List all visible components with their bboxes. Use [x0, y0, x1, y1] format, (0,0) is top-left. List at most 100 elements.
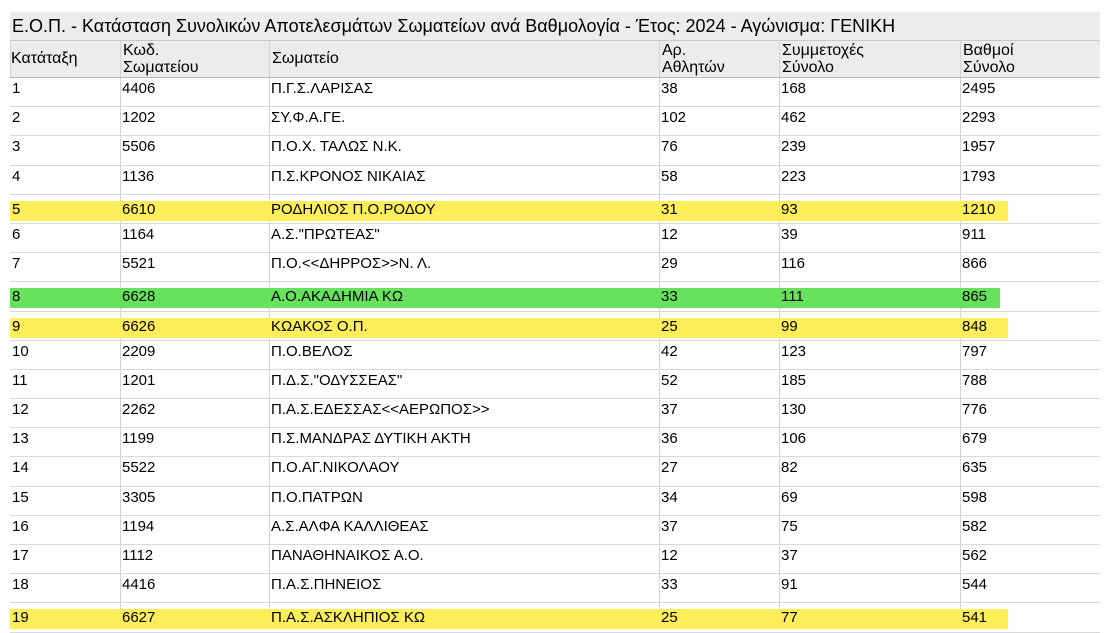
table-row[interactable]: 12 2262 Π.Α.Σ.ΕΔΕΣΣΑΣ<<ΑΕΡΩΠΟΣ>> 37 130 776 — [10, 399, 1100, 429]
points-total-cell: 544 — [962, 576, 988, 594]
rank-cell: 8 — [10, 288, 120, 309]
table-row[interactable]: 17 1112 ΠΑΝΑΘΗΝΑΙΚΟΣ Α.Ο. 12 37 562 — [10, 545, 1100, 575]
club-name-cell: Π.Γ.Σ.ΛΑΡΙΣΑΣ — [271, 80, 373, 97]
rank-cell: 11 — [12, 371, 28, 389]
club-code-cell: 1201 — [122, 371, 156, 389]
athletes-count-cell: 34 — [661, 488, 678, 506]
club-code-cell: 6628 — [120, 288, 269, 309]
table-row[interactable]: 14 5522 Π.Ο.ΑΓ.ΝΙΚΟΛΑΟΥ 27 82 635 — [10, 457, 1100, 487]
athletes-count-cell: 33 — [659, 288, 779, 309]
club-code-cell: 4406 — [122, 80, 156, 97]
table-row[interactable]: 13 1199 Π.Σ.ΜΑΝΔΡΑΣ ΔΥΤΙΚΗ ΑΚΤΗ 36 106 679 — [10, 428, 1100, 458]
column-divider — [779, 78, 780, 628]
column-header-sublabel: Αθλητών — [662, 59, 725, 76]
column-header-sublabel: Σωματείου — [123, 59, 199, 76]
club-name-cell: ΡΟΔΗΛΙΟΣ Π.Ο.ΡΟΔΟΥ — [269, 200, 659, 221]
points-total-cell: 2293 — [962, 109, 996, 127]
athletes-count-cell: 31 — [659, 200, 779, 221]
points-total-cell: 911 — [962, 225, 986, 243]
athletes-count-cell: 76 — [661, 138, 678, 156]
entries-total-cell: 93 — [779, 200, 960, 221]
club-name-cell: Π.Δ.Σ."ΟΔΥΣΣΕΑΣ" — [271, 371, 403, 389]
rank-cell: 9 — [10, 317, 120, 338]
club-code-cell: 2262 — [122, 401, 156, 419]
entries-total-cell: 69 — [781, 488, 798, 506]
table-row[interactable]: 9 6626 ΚΩΑΚΟΣ Ο.Π. 25 99 848 — [10, 312, 1100, 341]
table-row[interactable]: 19 6627 Π.Α.Σ.ΑΣΚΛΗΠΙΟΣ ΚΩ 25 77 541 — [10, 603, 1100, 633]
table-row[interactable]: 3 5506 Π.Ο.Χ. ΤΑΛΩΣ Ν.Κ. 76 239 1957 — [10, 136, 1100, 166]
entries-total-cell: 185 — [781, 371, 807, 389]
column-header-label: Αρ. — [662, 42, 687, 59]
column-header-label: Βαθμοί — [963, 42, 1014, 59]
club-name-cell: Π.Α.Σ.ΕΔΕΣΣΑΣ<<ΑΕΡΩΠΟΣ>> — [271, 401, 490, 419]
table-row[interactable]: 5 6610 ΡΟΔΗΛΙΟΣ Π.Ο.ΡΟΔΟΥ 31 93 1210 — [10, 195, 1100, 225]
rank-cell: 1 — [12, 80, 21, 97]
rank-cell: 4 — [12, 167, 21, 185]
entries-total-cell: 91 — [781, 576, 798, 594]
athletes-count-cell: 102 — [661, 109, 687, 127]
report-title: Ε.Ο.Π. - Κατάσταση Συνολικών Αποτελεσμάτ… — [10, 12, 1100, 40]
club-code-cell: 1136 — [122, 167, 155, 185]
club-code-cell: 6627 — [120, 609, 269, 630]
table-row[interactable]: 18 4416 Π.Α.Σ.ΠΗΝΕΙΟΣ 33 91 544 — [10, 574, 1100, 604]
column-header-code[interactable]: Κωδ. Σωματείου — [120, 41, 269, 77]
column-divider — [269, 78, 270, 628]
rank-cell: 10 — [12, 342, 29, 360]
club-name-cell: Π.Ο.<<ΔΗΡΡΟΣ>>Ν. Λ. — [271, 255, 432, 273]
entries-total-cell: 462 — [781, 109, 807, 127]
entries-total-cell: 239 — [781, 138, 807, 156]
rank-cell: 19 — [10, 609, 120, 630]
club-code-cell: 6610 — [120, 200, 269, 221]
column-header-entries[interactable]: Συμμετοχές Σύνολο — [779, 41, 960, 77]
table-row[interactable]: 1 4406 Π.Γ.Σ.ΛΑΡΙΣΑΣ 38 168 2495 — [10, 78, 1100, 108]
table-row[interactable]: 16 1194 Α.Σ.ΑΛΦΑ ΚΑΛΛΙΘΕΑΣ 37 75 582 — [10, 516, 1100, 546]
table-row[interactable]: 11 1201 Π.Δ.Σ."ΟΔΥΣΣΕΑΣ" 52 185 788 — [10, 370, 1100, 400]
column-header-rank[interactable]: Κατάταξη — [10, 41, 120, 77]
club-name-cell: ΚΩΑΚΟΣ Ο.Π. — [269, 317, 659, 338]
points-total-cell: 679 — [962, 430, 988, 448]
club-name-cell: Π.Α.Σ.ΠΗΝΕΙΟΣ — [271, 576, 382, 594]
athletes-count-cell: 58 — [661, 167, 678, 185]
athletes-count-cell: 33 — [661, 576, 678, 594]
club-code-cell: 1199 — [122, 430, 155, 448]
table-row[interactable]: 4 1136 Π.Σ.ΚΡΟΝΟΣ ΝΙΚΑΙΑΣ 58 223 1793 — [10, 166, 1100, 195]
column-divider — [659, 78, 660, 628]
rank-cell: 14 — [12, 459, 29, 477]
entries-total-cell: 223 — [781, 167, 807, 185]
points-total-cell: 1793 — [962, 167, 996, 185]
points-total-cell: 635 — [962, 459, 988, 477]
athletes-count-cell: 37 — [661, 401, 678, 419]
club-code-cell: 1112 — [122, 547, 154, 564]
club-name-cell: Α.Σ.ΑΛΦΑ ΚΑΛΛΙΘΕΑΣ — [271, 517, 429, 535]
table-row[interactable]: 10 2209 Π.Ο.ΒΕΛΟΣ 42 123 797 — [10, 341, 1100, 371]
points-total-cell: 848 — [960, 317, 1008, 338]
club-code-cell: 4416 — [122, 576, 156, 594]
table-row[interactable]: 15 3305 Π.Ο.ΠΑΤΡΩΝ 34 69 598 — [10, 487, 1100, 517]
column-header-points[interactable]: Βαθμοί Σύνολο — [960, 41, 1100, 77]
column-divider — [960, 78, 961, 628]
entries-total-cell: 77 — [779, 609, 960, 630]
entries-total-cell: 75 — [781, 517, 798, 535]
athletes-count-cell: 36 — [661, 430, 678, 448]
athletes-count-cell: 52 — [661, 371, 678, 389]
column-divider — [120, 78, 121, 628]
column-header-athletes[interactable]: Αρ. Αθλητών — [659, 41, 779, 77]
table-row[interactable]: 2 1202 ΣΥ.Φ.Α.ΓΕ. 102 462 2293 — [10, 107, 1100, 137]
club-code-cell: 1164 — [122, 225, 155, 243]
rank-cell: 15 — [12, 488, 29, 506]
club-name-cell: Π.Σ.ΚΡΟΝΟΣ ΝΙΚΑΙΑΣ — [271, 167, 426, 185]
rank-cell: 5 — [10, 200, 120, 221]
club-code-cell: 5522 — [122, 459, 156, 477]
club-name-cell: Π.Α.Σ.ΑΣΚΛΗΠΙΟΣ ΚΩ — [269, 609, 659, 630]
club-name-cell: ΣΥ.Φ.Α.ΓΕ. — [271, 109, 346, 127]
table-row[interactable]: 8 6628 Α.Ο.ΑΚΑΔΗΜΙΑ ΚΩ 33 111 865 — [10, 282, 1100, 312]
table-row[interactable]: 7 5521 Π.Ο.<<ΔΗΡΡΟΣ>>Ν. Λ. 29 116 866 — [10, 253, 1100, 283]
athletes-count-cell: 25 — [659, 317, 779, 338]
entries-total-cell: 116 — [781, 255, 805, 273]
entries-total-cell: 123 — [781, 342, 807, 360]
column-header-label: Κατάταξη — [11, 50, 78, 67]
table-row[interactable]: 6 1164 Α.Σ."ΠΡΩΤΕΑΣ" 12 39 911 — [10, 224, 1100, 254]
club-name-cell: Π.Ο.Χ. ΤΑΛΩΣ Ν.Κ. — [271, 138, 402, 156]
points-total-cell: 1957 — [962, 138, 996, 156]
column-header-club[interactable]: Σωματείο — [269, 41, 659, 77]
